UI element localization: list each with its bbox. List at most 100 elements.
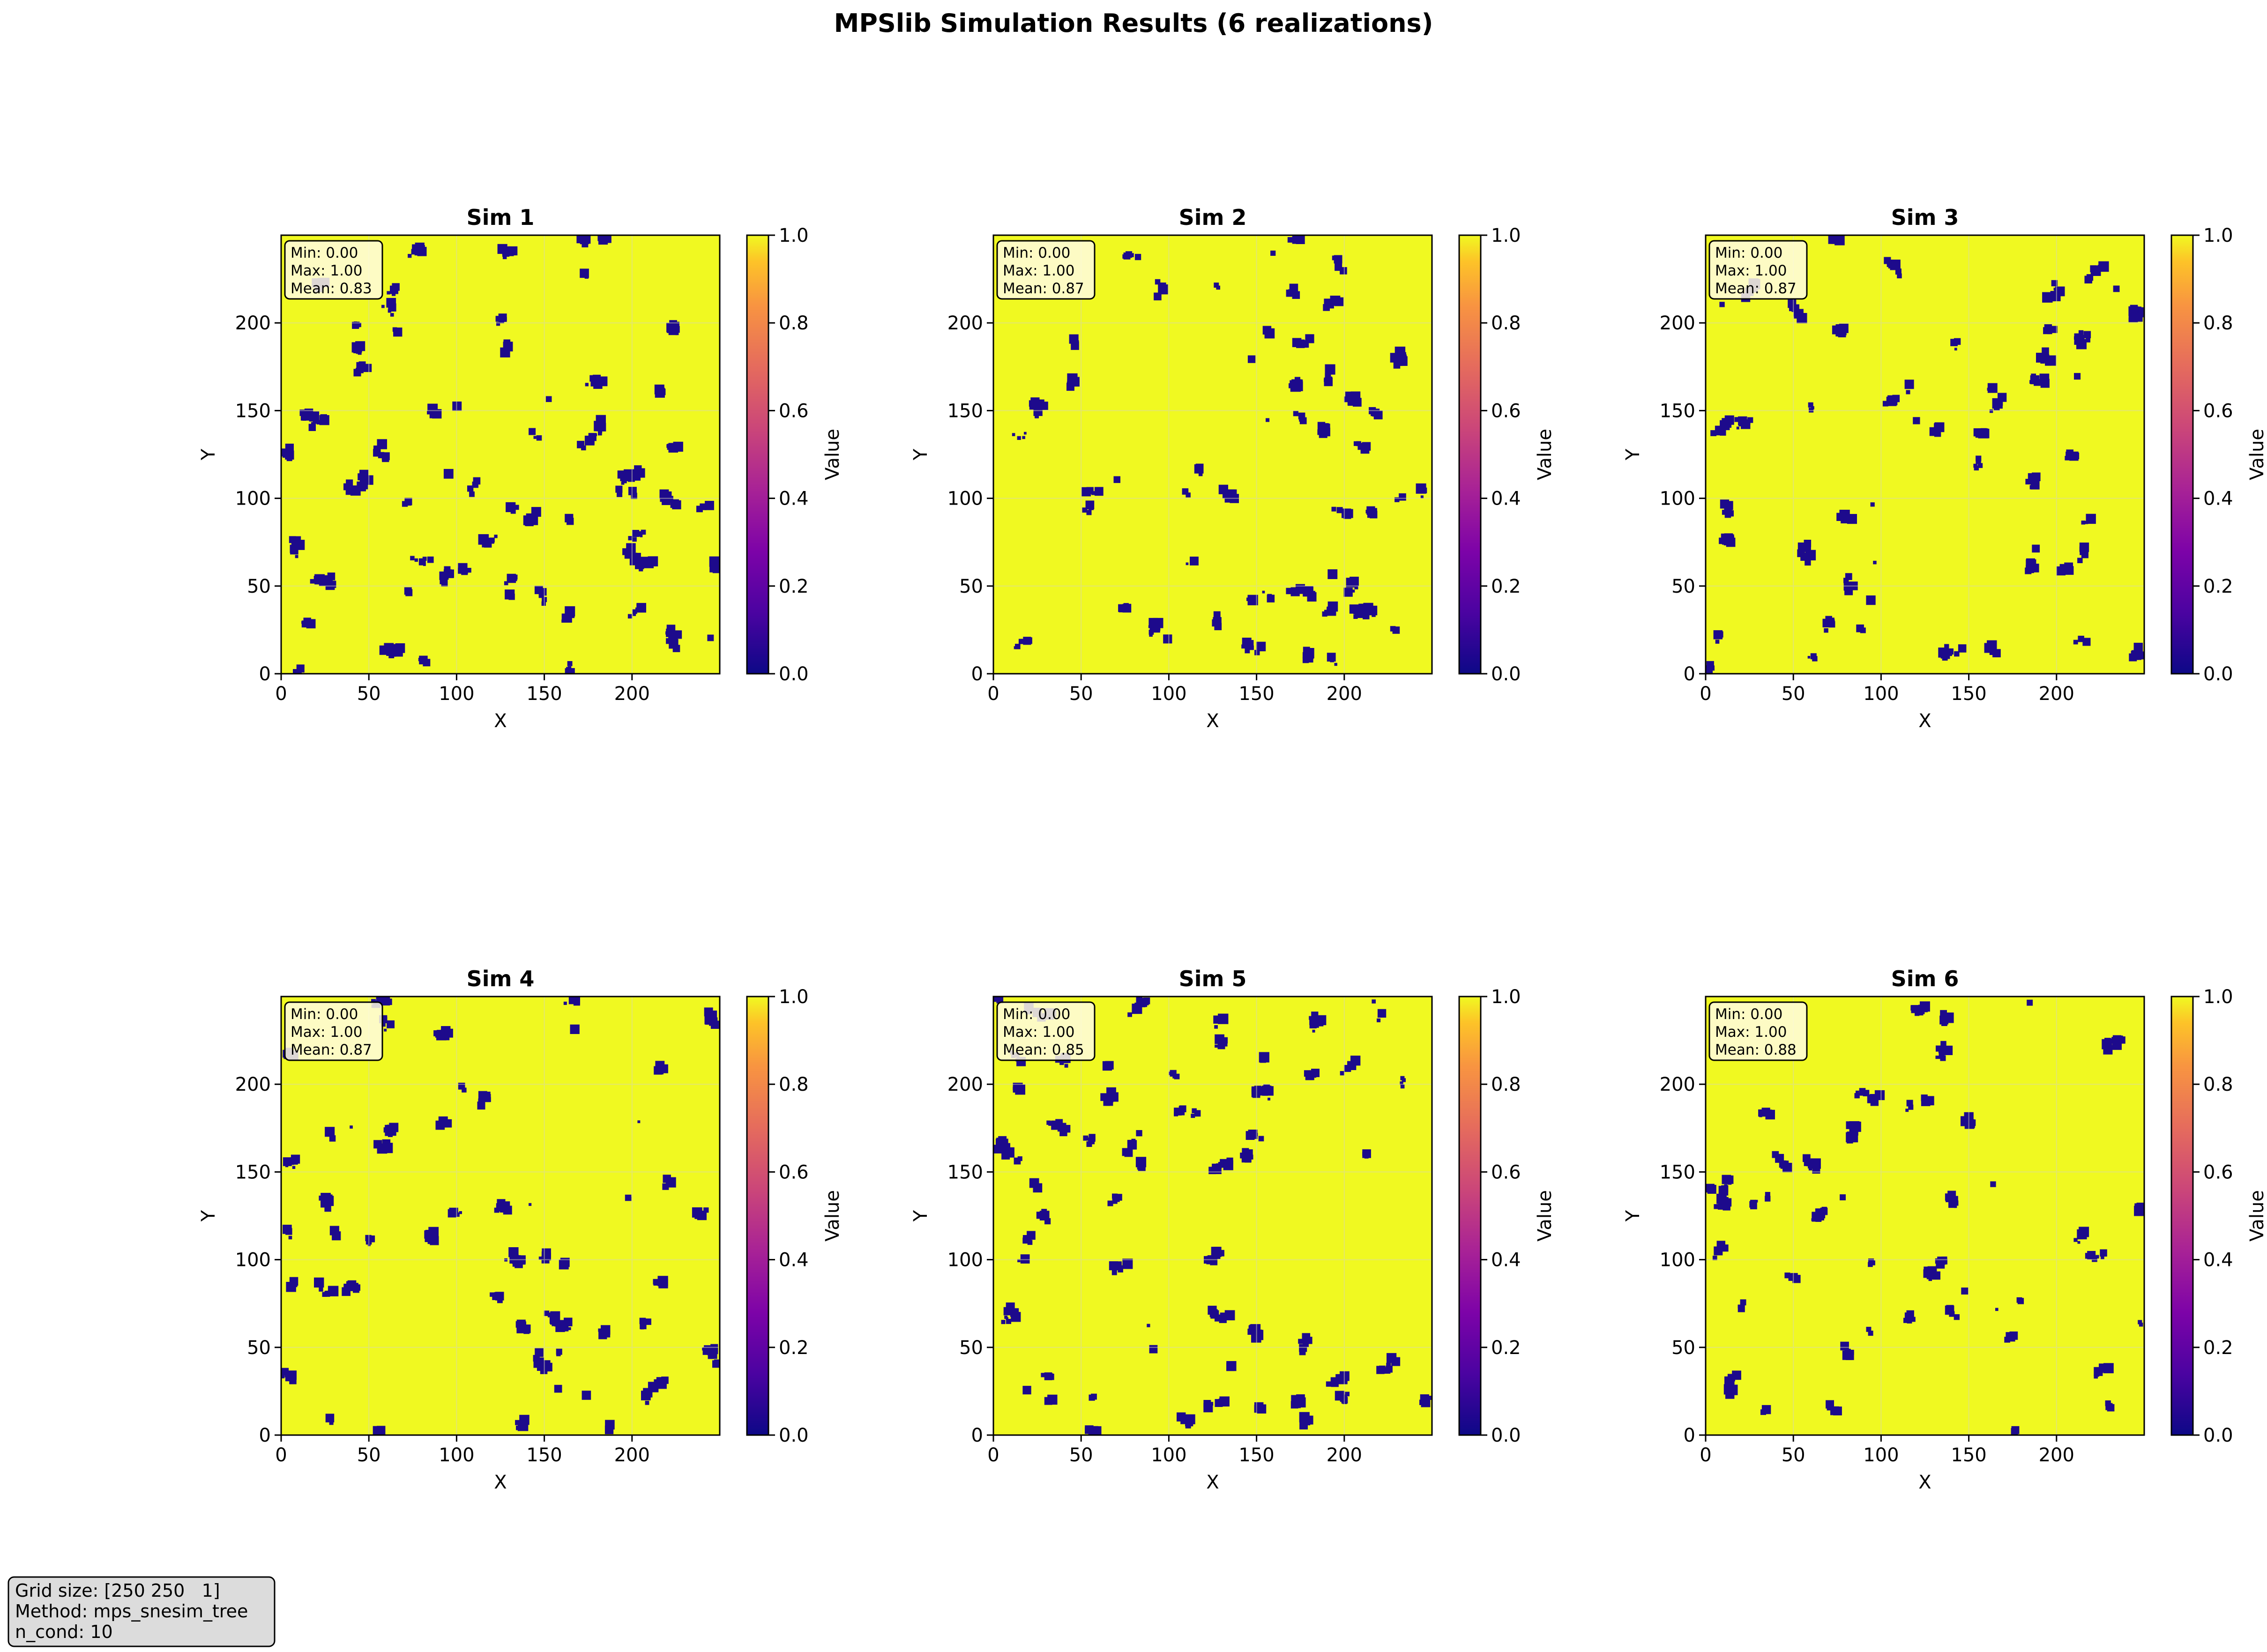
colorbar-tick-label: 0.6 [2203,400,2233,422]
low-value-cell [666,444,671,448]
low-value-cell [393,327,403,337]
low-value-cell [502,255,507,260]
low-value-cell [357,481,362,487]
low-value-cell [653,1279,659,1285]
low-value-cell [515,1321,522,1328]
low-value-cell [1427,1396,1432,1400]
low-value-cell [1808,1163,1813,1168]
low-value-cell [538,1256,542,1260]
low-value-cell [576,235,585,244]
low-value-cell [563,1001,567,1005]
colorbar-tick-label: 0.0 [2203,1425,2233,1446]
low-value-cell [1847,1136,1851,1140]
low-value-cell [1092,1426,1102,1435]
low-value-cell [2044,324,2052,332]
low-value-cell [1256,641,1266,652]
low-value-cell [289,1277,298,1286]
low-value-cell [1022,1385,1031,1395]
low-value-cell [1213,1015,1222,1024]
low-value-cell [2042,347,2049,355]
low-value-cell [1940,1041,1946,1047]
low-value-cell [1068,375,1077,384]
low-value-cell [2073,453,2080,460]
low-value-cell [373,1140,382,1149]
colorbar: 0.0 0.2 0.4 0.6 0.8 1.0 Value [746,986,843,1446]
low-value-cell [1346,578,1356,588]
low-value-cell [502,251,506,255]
low-value-cell [1089,505,1094,510]
low-value-cell [1158,284,1168,295]
x-tick-label: 50 [357,683,381,705]
low-value-cell [675,332,679,335]
low-value-cell [310,579,315,584]
low-value-cell [1123,603,1129,609]
low-value-cell [1226,1157,1233,1164]
low-value-cell [627,614,633,619]
low-value-cell [1870,502,1875,507]
low-value-cell [1321,423,1329,431]
stats-box-background [284,240,383,300]
low-value-cell [1260,1057,1266,1063]
y-tick-label: 150 [947,1161,983,1183]
low-value-cell [2068,454,2073,460]
low-value-cell [1716,1193,1727,1204]
low-value-cell [1094,487,1104,496]
low-value-cell [1822,618,1829,625]
colorbar-gradient [746,996,769,1436]
colorbar-gradient [1458,996,1482,1436]
low-value-cell [1721,428,1726,433]
low-value-cell [359,368,364,373]
low-value-cell [2040,359,2045,364]
low-value-cell [2009,1331,2018,1340]
low-value-cell [1914,420,1918,424]
low-value-cell [383,1127,389,1133]
low-value-cell [1792,1275,1801,1283]
low-value-cell [514,505,519,510]
low-value-cell [624,480,627,484]
low-value-cell [1177,1412,1186,1421]
low-value-cell [1977,463,1983,468]
low-value-cell [504,581,508,586]
low-value-cell [2100,1249,2107,1257]
low-value-cell [597,235,604,241]
low-value-cell [710,1352,717,1359]
low-value-cell [529,428,536,435]
low-value-cell [1334,662,1337,666]
low-value-cell [1216,1163,1222,1169]
low-value-cell [1293,411,1298,417]
low-value-cell [2086,338,2090,342]
low-value-cell [1172,1075,1176,1079]
low-value-cell [1840,1341,1849,1351]
low-value-cell [1041,1209,1047,1215]
low-value-cell [2025,567,2032,574]
low-value-cell [1195,1112,1199,1116]
low-value-cell [1359,443,1365,448]
low-value-cell [1903,1317,1909,1323]
low-value-cell [2088,1255,2092,1260]
low-value-cell [1353,441,1358,446]
low-value-cell [1352,589,1355,593]
x-tick-label: 150 [1951,1444,1986,1466]
low-value-cell [594,421,604,432]
low-value-cell [1224,1310,1235,1321]
low-value-cell [347,1280,357,1289]
low-value-cell [1299,1421,1308,1429]
low-value-cell [1906,1310,1914,1318]
low-value-cell [2049,361,2052,364]
low-value-cell [346,479,353,487]
low-value-cell [444,1029,451,1035]
low-value-cell [1027,1231,1036,1240]
low-value-cell [1915,1011,1920,1016]
low-value-cell [1136,997,1142,1003]
low-value-cell [1723,535,1734,546]
low-value-cell [580,268,589,278]
low-value-cell [1847,514,1857,524]
heatmap-background [281,997,720,1435]
low-value-cell [1727,1384,1738,1395]
low-value-cell [443,469,454,479]
low-value-cell [285,443,294,453]
low-value-cell [1332,255,1337,260]
y-tick-label: 100 [947,1250,983,1271]
low-value-cell [1254,650,1260,655]
low-value-cell [323,577,330,584]
